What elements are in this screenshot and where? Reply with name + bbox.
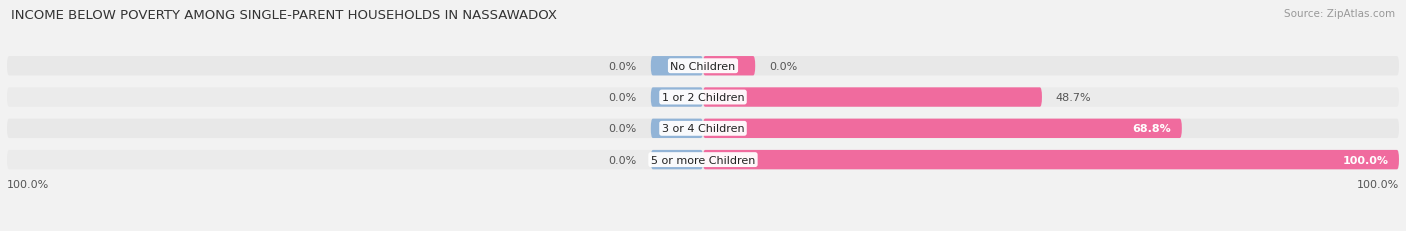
Text: 100.0%: 100.0% [7,179,49,189]
FancyBboxPatch shape [651,57,703,76]
FancyBboxPatch shape [651,119,703,138]
Text: Source: ZipAtlas.com: Source: ZipAtlas.com [1284,9,1395,19]
Text: 0.0%: 0.0% [769,61,797,71]
FancyBboxPatch shape [703,57,755,76]
FancyBboxPatch shape [7,119,1399,138]
Text: 0.0%: 0.0% [609,124,637,134]
Text: 100.0%: 100.0% [1357,179,1399,189]
FancyBboxPatch shape [703,88,1042,107]
Text: 0.0%: 0.0% [609,93,637,103]
FancyBboxPatch shape [7,57,1399,76]
Text: 0.0%: 0.0% [609,61,637,71]
FancyBboxPatch shape [651,88,703,107]
Text: 1 or 2 Children: 1 or 2 Children [662,93,744,103]
FancyBboxPatch shape [7,88,1399,107]
Text: 3 or 4 Children: 3 or 4 Children [662,124,744,134]
Text: 100.0%: 100.0% [1343,155,1389,165]
FancyBboxPatch shape [703,150,1399,170]
Text: No Children: No Children [671,61,735,71]
Text: INCOME BELOW POVERTY AMONG SINGLE-PARENT HOUSEHOLDS IN NASSAWADOX: INCOME BELOW POVERTY AMONG SINGLE-PARENT… [11,9,557,22]
FancyBboxPatch shape [651,150,703,170]
FancyBboxPatch shape [7,150,1399,170]
Text: 48.7%: 48.7% [1056,93,1091,103]
Text: 0.0%: 0.0% [609,155,637,165]
FancyBboxPatch shape [703,119,1182,138]
Text: 68.8%: 68.8% [1133,124,1171,134]
Text: 5 or more Children: 5 or more Children [651,155,755,165]
